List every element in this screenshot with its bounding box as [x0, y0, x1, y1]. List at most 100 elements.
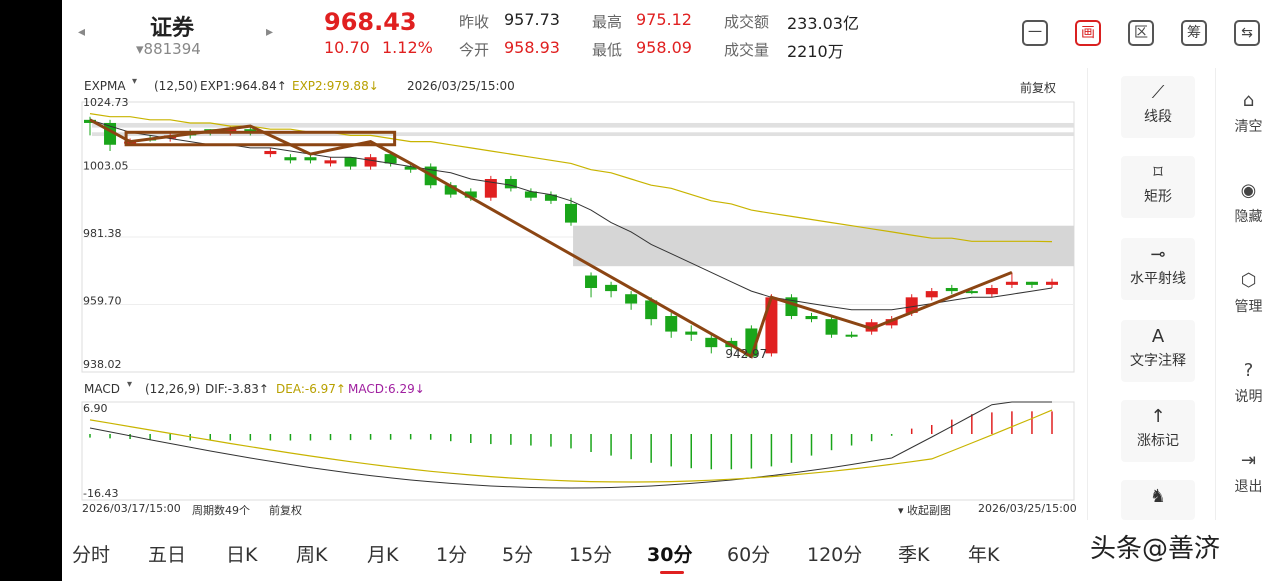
price-change: 10.70: [324, 38, 370, 57]
candle-body: [885, 319, 898, 326]
indicator-name[interactable]: EXPMA: [84, 79, 126, 93]
tab-period[interactable]: 月K: [367, 544, 399, 566]
hide-button[interactable]: ◉ 隐藏: [1216, 180, 1280, 226]
candle-body: [665, 316, 678, 332]
period-tabs: 分时 五日 日K 周K 月K 1分 5分 15分 30分 60分 120分 季K…: [62, 520, 1280, 581]
candle-body: [404, 166, 417, 170]
tool-rise-mark[interactable]: ↑ 涨标记: [1121, 400, 1195, 462]
candle-body: [985, 287, 998, 295]
exp2-value: EXP2:979.88↓: [292, 79, 379, 93]
macd-dropdown-icon[interactable]: ▾: [127, 379, 133, 390]
active-tab-underline: [660, 571, 684, 574]
macd-name[interactable]: MACD: [84, 382, 120, 396]
footer-end-date: 2026/03/25/15:00: [978, 502, 1077, 515]
tab-period-active[interactable]: 30分: [647, 544, 693, 566]
tool-text-note[interactable]: A 文字注释: [1121, 320, 1195, 382]
chips-icon[interactable]: 筹: [1181, 20, 1207, 46]
indicator-params: (12,50): [154, 79, 198, 93]
exp1-value: EXP1:964.84↑: [200, 79, 287, 93]
tab-period[interactable]: 年K: [968, 544, 1000, 566]
collapse-subchart[interactable]: ▾ 收起副图: [898, 504, 952, 517]
candle-body: [264, 150, 277, 155]
side-label: 管理: [1234, 299, 1263, 315]
tool-horizontal-ray[interactable]: ⊸ 水平射线: [1121, 238, 1195, 300]
tool-label: 线段: [1144, 109, 1172, 125]
candle-body: [825, 319, 838, 335]
clear-button[interactable]: ⌂ 清空: [1216, 90, 1280, 136]
collapse-subchart-label: 收起副图: [907, 504, 952, 517]
rectangle-icon: ⌑: [1153, 162, 1163, 183]
tab-period[interactable]: 日K: [226, 544, 258, 566]
candle-body: [685, 331, 698, 335]
candle-body: [765, 297, 778, 354]
candle-body: [284, 157, 297, 161]
tab-period[interactable]: 5分: [502, 544, 534, 566]
quote-header: ◂ 证券 ▾881394 ▸ 968.43 10.70 1.12% 昨收 957…: [62, 0, 1280, 68]
open-value: 958.93: [504, 38, 560, 57]
help-button[interactable]: ? 说明: [1216, 360, 1280, 406]
low-price-label: 942.97: [725, 347, 767, 361]
tab-period[interactable]: 季K: [898, 544, 930, 566]
price-change-pct: 1.12%: [382, 38, 433, 57]
candle-body: [384, 154, 397, 164]
open-label: 今开: [459, 41, 490, 59]
range-icon[interactable]: 区: [1128, 20, 1154, 46]
prev-stock-arrow[interactable]: ◂: [78, 24, 86, 40]
next-stock-arrow[interactable]: ▸: [266, 24, 274, 40]
dropdown-icon[interactable]: ▾: [132, 76, 138, 87]
tab-period[interactable]: 15分: [569, 544, 613, 566]
candle-body: [444, 185, 457, 195]
tool-line-segment[interactable]: ⟋ 线段: [1121, 76, 1195, 138]
candle-body: [244, 129, 257, 133]
tab-period[interactable]: 分时: [72, 544, 111, 566]
arrow-up-icon: ↑: [1150, 406, 1166, 427]
screen: ◂ 证券 ▾881394 ▸ 968.43 10.70 1.12% 昨收 957…: [62, 0, 1280, 581]
candle-body: [344, 157, 357, 167]
candle-body: [845, 334, 858, 337]
low-value: 958.09: [636, 38, 692, 57]
low-label: 最低: [592, 41, 623, 59]
draw-icon[interactable]: 画: [1075, 20, 1101, 46]
tool-rectangle[interactable]: ⌑ 矩形: [1121, 156, 1195, 218]
y-axis-label: 938.02: [83, 358, 122, 371]
last-price: 968.43: [324, 8, 417, 36]
side-label: 说明: [1234, 389, 1263, 405]
macd-top-label: 6.90: [83, 402, 108, 415]
tab-period[interactable]: 60分: [727, 544, 771, 566]
minimize-icon[interactable]: 一: [1022, 20, 1048, 46]
dif-value: DIF:-3.83↑: [205, 382, 269, 396]
tool-label: 文字注释: [1130, 353, 1186, 369]
gray-band-bottom: [92, 132, 1074, 137]
dea-value: DEA:-6.97↑: [276, 382, 346, 396]
tab-period[interactable]: 120分: [807, 544, 863, 566]
kline-svg: 942.97 6.90 -16.43 1024.73 1003.05 981.38 95…: [81, 96, 1075, 501]
macd-value: MACD:6.29↓: [348, 382, 425, 396]
gray-band-top: [92, 122, 1074, 128]
y-axis-label: 981.38: [83, 227, 122, 240]
candle-body: [464, 191, 477, 198]
stock-code[interactable]: ▾881394: [136, 40, 201, 58]
candle-body: [524, 191, 537, 198]
rotate-icon[interactable]: ⇆: [1234, 20, 1260, 46]
adjust-select[interactable]: 前复权: [1020, 81, 1057, 95]
tab-period[interactable]: 五日: [148, 544, 187, 566]
tab-period[interactable]: 1分: [436, 544, 468, 566]
high-value: 975.12: [636, 10, 692, 29]
chart-area[interactable]: EXPMA ▾ (12,50) EXP1:964.84↑ EXP2:979.88…: [62, 68, 1087, 520]
candle-body: [925, 291, 938, 298]
tab-period[interactable]: 周K: [296, 544, 328, 566]
candle-body: [484, 179, 497, 198]
line-segment-icon: ⟋: [1151, 82, 1165, 103]
tool-more[interactable]: ♞: [1121, 480, 1195, 520]
y-axis-label: 1024.73: [83, 96, 129, 109]
trend-zigzag-line: [89, 118, 1013, 359]
candle-body: [364, 157, 377, 167]
exit-button[interactable]: ⇥ 退出: [1216, 450, 1280, 496]
manage-button[interactable]: ⬡ 管理: [1216, 270, 1280, 316]
prev-close-value: 957.73: [504, 10, 560, 29]
candle-body: [1005, 281, 1018, 285]
horizontal-ray-icon: ⊸: [1150, 244, 1166, 265]
candle-body: [705, 337, 718, 348]
candle-body: [805, 316, 818, 320]
candle-body: [565, 203, 577, 223]
